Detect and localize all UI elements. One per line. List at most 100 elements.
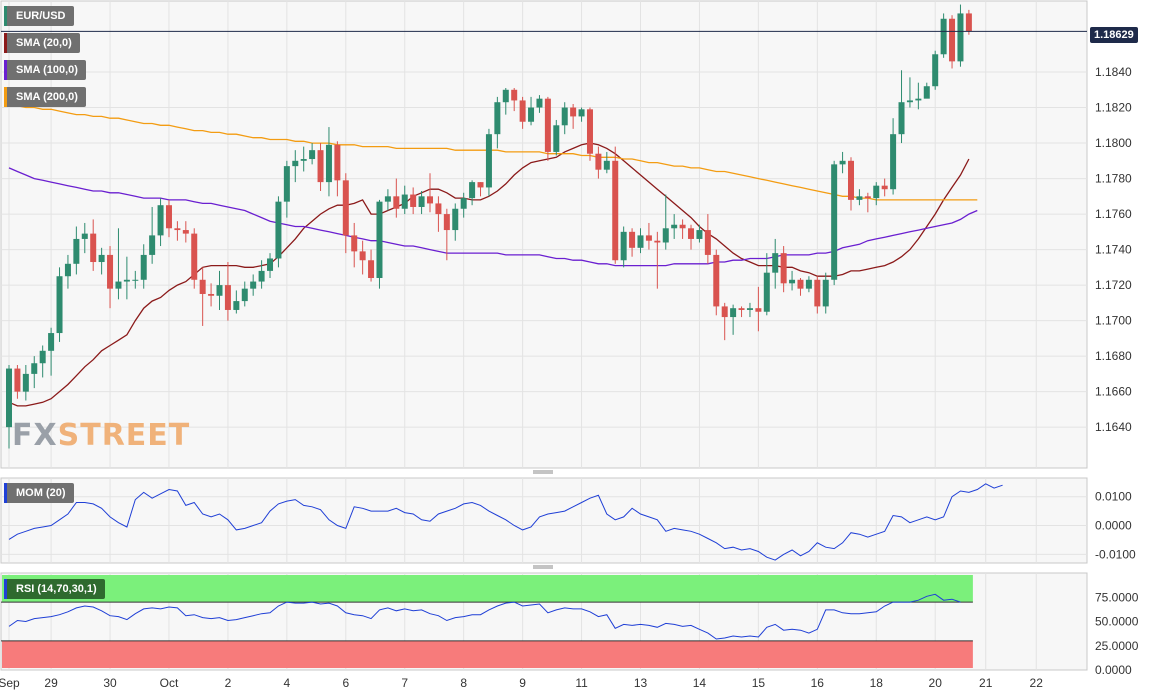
candle-body	[688, 228, 695, 239]
candle	[132, 270, 139, 289]
candle-body	[932, 54, 939, 87]
sma200-tag[interactable]: SMA (200,0)	[4, 87, 86, 107]
candle-body	[165, 205, 172, 229]
y-tick-label: 1.1660	[1095, 385, 1132, 399]
candle-body	[679, 224, 686, 229]
candle	[864, 192, 871, 213]
candle-body	[586, 109, 593, 154]
candle-body	[334, 144, 341, 181]
candle-body	[233, 301, 240, 310]
candle-body	[570, 107, 577, 117]
candle	[14, 365, 21, 399]
candle-body	[528, 107, 535, 122]
candle-body	[64, 263, 71, 277]
sma100-tag[interactable]: SMA (100,0)	[4, 60, 86, 80]
y-tick-label: 1.1640	[1095, 420, 1132, 434]
candle	[73, 226, 80, 275]
date-axis: Sep 29 30 Oct 2 4 6 7 8 9 11 13 14 15 16 18 20 21 22	[0, 676, 1043, 690]
candle	[485, 128, 492, 197]
candle-body	[772, 253, 779, 273]
candle	[275, 196, 282, 268]
candle	[81, 222, 88, 254]
candle-body	[696, 230, 703, 239]
candle-body	[721, 306, 728, 318]
rsi-tag[interactable]: RSI (14,70,30,1)	[4, 579, 105, 599]
mom-tick-label: -0.0100	[1095, 547, 1136, 561]
candle-body	[629, 231, 636, 248]
candle-body	[157, 205, 164, 236]
candle-body	[822, 279, 829, 307]
candle-body	[780, 253, 787, 284]
mom-line	[8, 483, 1003, 561]
candle-body	[317, 150, 324, 183]
candle	[612, 146, 619, 264]
candle-body	[115, 281, 122, 289]
candle-body	[738, 308, 745, 310]
x-tick-label: 6	[342, 676, 349, 690]
x-tick-label: 11	[575, 676, 588, 690]
candle	[940, 13, 947, 58]
candle	[814, 276, 821, 314]
candle	[6, 365, 12, 449]
candle-body	[536, 98, 543, 108]
candle	[688, 224, 695, 250]
candle-body	[98, 254, 105, 263]
candle	[553, 119, 560, 156]
candle-body	[376, 201, 383, 279]
candle-body	[283, 166, 290, 202]
sma20-tag[interactable]: SMA (20,0)	[4, 33, 80, 53]
candle	[309, 143, 316, 165]
candle-body	[258, 270, 265, 282]
candle	[224, 262, 231, 321]
candle	[839, 151, 846, 174]
candle-body	[359, 251, 366, 261]
candle-body	[174, 228, 181, 231]
candle-body	[494, 102, 501, 135]
rsi-panel: 0.0000 25.0000 50.0000 75.0000	[0, 572, 1139, 677]
candle	[182, 221, 189, 243]
candle	[805, 276, 812, 293]
symbol-tag[interactable]: EUR/USD	[4, 6, 74, 26]
candle	[831, 160, 838, 286]
candle-body	[864, 196, 871, 199]
y-tick-label: 1.1700	[1095, 314, 1132, 328]
candle-body	[342, 180, 349, 236]
candle	[780, 246, 787, 293]
candle-body	[443, 214, 450, 231]
y-tick-label: 1.1760	[1095, 207, 1132, 221]
candle	[140, 244, 147, 289]
candle	[679, 219, 686, 239]
candle-body	[940, 18, 947, 55]
candle-body	[224, 285, 231, 310]
candle-body	[789, 279, 796, 284]
candle	[713, 249, 720, 316]
sma100-label: SMA (100,0)	[16, 64, 78, 76]
main-plot-area	[0, 0, 1088, 469]
candle	[393, 178, 400, 218]
mom-tag[interactable]: MOM (20)	[4, 483, 74, 503]
candle-body	[22, 373, 29, 392]
candle	[519, 96, 526, 129]
candle	[401, 185, 408, 215]
candle-body	[671, 224, 678, 229]
candle-body	[645, 235, 652, 241]
price-panel: 1.1640 1.1660 1.1680 1.1700 1.1720 1.1740 1.17…	[0, 0, 1132, 469]
candle	[283, 160, 290, 218]
panel-splitters[interactable]	[533, 470, 553, 569]
candle-body	[401, 194, 408, 209]
candle-body	[460, 198, 467, 209]
rsi-tick-label: 75.0000	[1095, 590, 1139, 604]
candle	[502, 88, 509, 115]
candle-body	[241, 288, 248, 302]
rsi-tick-label: 0.0000	[1095, 663, 1132, 677]
candle-body	[805, 279, 812, 289]
candle	[258, 260, 265, 289]
candle	[662, 194, 669, 250]
candle-body	[216, 285, 223, 296]
candle	[64, 254, 71, 289]
candle	[721, 302, 728, 341]
rsi-oversold-zone	[2, 640, 973, 668]
x-tick-label: 2	[225, 676, 232, 690]
candle-body	[90, 233, 97, 263]
